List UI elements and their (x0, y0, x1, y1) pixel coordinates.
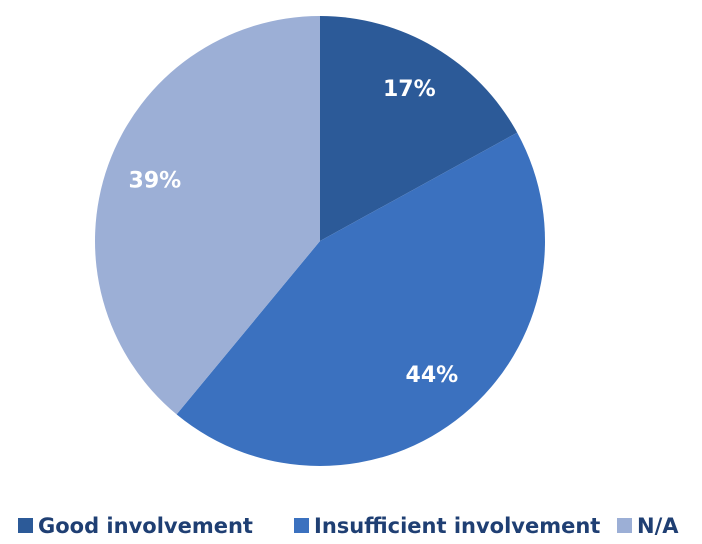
pie-slice (95, 16, 320, 415)
legend-swatch (294, 518, 309, 533)
legend-label: Good involvement (38, 514, 253, 538)
data-label: 17% (383, 77, 436, 102)
pie-slice (176, 132, 546, 467)
data-label: 44% (406, 363, 459, 388)
legend-label: N/A (637, 514, 679, 538)
legend-swatch (18, 518, 33, 533)
data-label: 39% (129, 169, 182, 194)
legend-label: Insufficient involvement (314, 514, 600, 538)
legend-swatch (617, 518, 632, 533)
pie-slice (320, 16, 518, 241)
